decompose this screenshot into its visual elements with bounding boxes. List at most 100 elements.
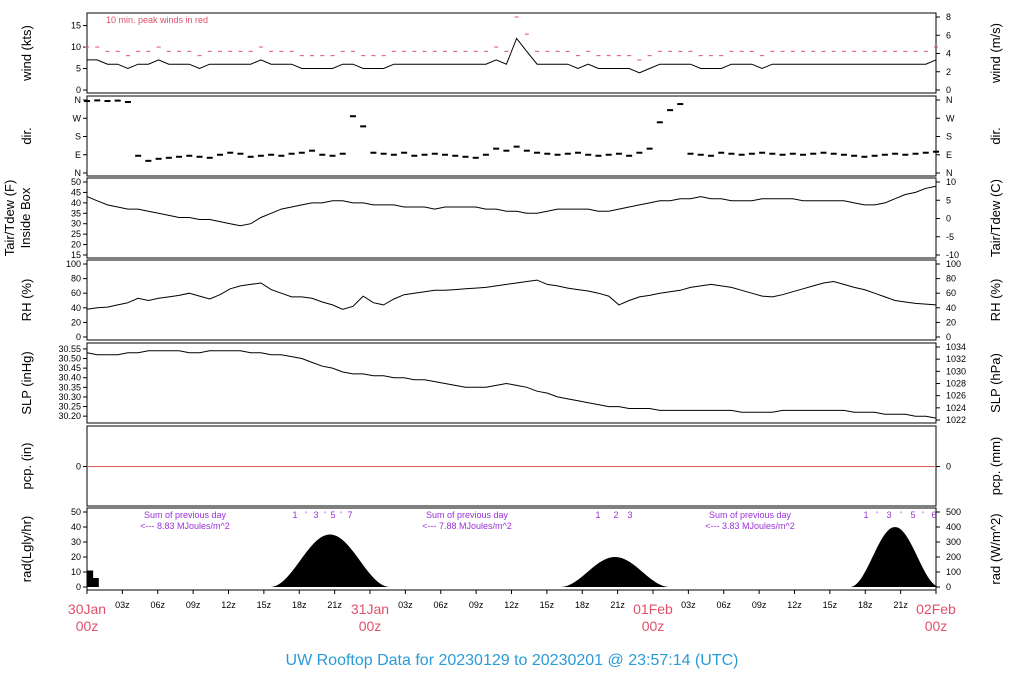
y-tick-label: E (75, 150, 81, 160)
dir-point (503, 149, 510, 152)
dir-point (278, 154, 285, 157)
dir-point (94, 99, 101, 102)
y-tick-label: 10 (71, 567, 81, 577)
y-tick-label-right: 100 (946, 567, 961, 577)
dir-point (155, 157, 162, 160)
rad-note-sum: <--- 7.88 MJoules/m^2 (422, 521, 512, 531)
y-label-right: pcp. (mm) (988, 437, 1003, 496)
dir-point (615, 152, 622, 155)
y-tick-label-right: 0 (946, 462, 951, 472)
y-tick-label: S (75, 132, 81, 142)
x-date-hour: 00z (76, 618, 99, 634)
y-tick-label-right: S (946, 132, 952, 142)
rad-hour-mark: ' (876, 510, 878, 520)
series-line (86, 350, 937, 419)
dir-point (707, 154, 714, 157)
dir-point (124, 101, 131, 104)
dir-point (820, 151, 827, 154)
dir-point (585, 153, 592, 156)
y-tick-label: 80 (71, 274, 81, 284)
rad-hour-mark: ' (900, 510, 902, 520)
dir-point (493, 147, 500, 150)
y-tick-label-right: 40 (946, 303, 956, 313)
rad-hour-mark: 1 (595, 510, 600, 520)
dir-point (718, 151, 725, 154)
dir-point (84, 100, 90, 103)
rad-note-sum: <--- 3.83 MJoules/m^2 (705, 521, 795, 531)
y-tick-label-right: 1034 (946, 342, 966, 352)
dir-point (482, 153, 489, 156)
y-tick-label-right: 1026 (946, 391, 966, 401)
y-tick-label-right: 1028 (946, 379, 966, 389)
dir-point (360, 125, 367, 128)
dir-point (309, 149, 316, 152)
rad-note: Sum of previous day (426, 510, 509, 520)
dir-point (247, 155, 254, 158)
dir-point (759, 151, 766, 154)
x-tick-label: 21z (893, 600, 908, 610)
x-date-label: 02Feb (916, 601, 956, 617)
panel-5: 0 0 pcp. (in) pcp. (mm) (19, 425, 1003, 507)
y-tick-label: 30.55 (58, 344, 81, 354)
dir-point (667, 109, 674, 112)
dir-point (339, 152, 346, 155)
dir-point (349, 115, 356, 118)
y-label-right: RH (%) (988, 279, 1003, 322)
rad-hour-mark: 1 (292, 510, 297, 520)
dir-point (431, 152, 438, 155)
dir-point (227, 151, 234, 154)
y-tick-label-right: 500 (946, 507, 961, 517)
y-tick-label: 30.45 (58, 363, 81, 373)
y-tick-label-right: -5 (946, 232, 954, 242)
y-tick-label: 20 (71, 552, 81, 562)
rad-hour-mark: ' (324, 510, 326, 520)
dir-point (288, 152, 295, 155)
panel-0: 0 5 10 15 0 2 4 6 8 wind (kts) wind (m/s) 10 min. p… (19, 12, 1003, 95)
dir-point (861, 155, 868, 158)
series-line (86, 279, 937, 310)
x-tick-label: 06z (433, 600, 448, 610)
series-line (86, 185, 937, 227)
dir-point (135, 154, 142, 157)
y-tick-label-right: 400 (946, 522, 961, 532)
x-date-label: 30Jan (68, 601, 106, 617)
dir-point (544, 152, 551, 155)
peak-winds-note: 10 min. peak winds in red (106, 15, 208, 25)
y-tick-label: 20 (71, 240, 81, 250)
dir-point (165, 156, 172, 159)
y-tick-label-right: 5 (946, 195, 951, 205)
dir-point (268, 153, 275, 156)
y-tick-label: 0 (76, 582, 81, 592)
y-tick-label: 0 (76, 332, 81, 342)
dir-point (871, 154, 878, 157)
y-tick-label-right: 6 (946, 30, 951, 40)
dir-point (186, 154, 193, 157)
x-date-label: 01Feb (633, 601, 673, 617)
rad-hour-mark: 7 (347, 510, 352, 520)
dir-point (534, 151, 541, 154)
dir-point (401, 151, 408, 154)
rad-note: Sum of previous day (144, 510, 227, 520)
y-label-right: Tair/Tdew (C) (988, 179, 1003, 257)
dir-point (206, 156, 213, 159)
rad-hour-mark: 3 (627, 510, 632, 520)
y-tick-label-right: 1032 (946, 354, 966, 364)
dir-point (769, 152, 776, 155)
y-tick-label: 30 (71, 219, 81, 229)
x-date-hour: 00z (359, 618, 382, 634)
rad-hour-mark: 5 (910, 510, 915, 520)
panel-4: 30.2030.2530.3030.3530.4030.4530.5030.55… (19, 342, 1003, 425)
dir-point (605, 153, 612, 156)
y-label-right: dir. (988, 127, 1003, 144)
series-line (87, 37, 937, 74)
dir-point (564, 152, 571, 155)
rad-bar (92, 578, 99, 587)
dir-point (912, 152, 919, 155)
y-tick-label-right: -10 (946, 250, 959, 260)
panel-frame (86, 177, 937, 259)
dir-point (595, 154, 602, 157)
y-tick-label-right: 1024 (946, 403, 966, 413)
dir-point (380, 152, 387, 155)
dir-point (523, 149, 530, 152)
